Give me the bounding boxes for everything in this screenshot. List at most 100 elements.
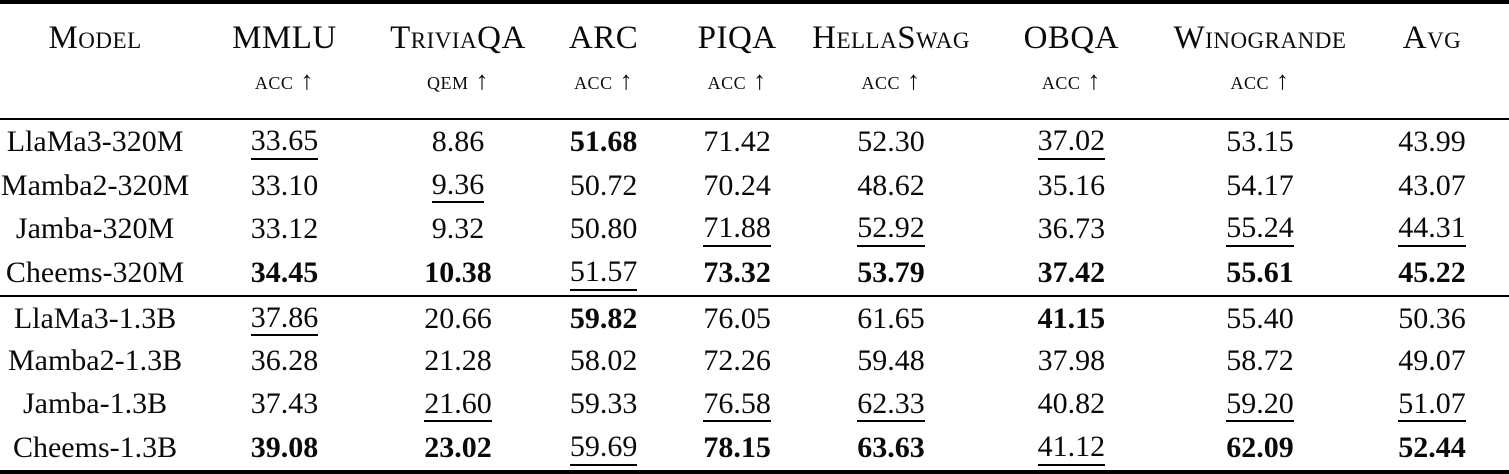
- score-cell: 9.32: [379, 207, 537, 251]
- score-cell: 8.86: [379, 119, 537, 164]
- table-row: Mamba2-320M 33.10 9.36 50.72 70.24 48.62 35.16…: [0, 164, 1509, 208]
- header-mmlu: MMLU: [232, 19, 337, 56]
- score-cell: 58.72: [1165, 340, 1355, 382]
- score-value: 52.30: [857, 124, 925, 158]
- header-metric-row: acc ↑ qem ↑ acc ↑ acc ↑ acc ↑ acc ↑ acc …: [0, 65, 1509, 119]
- score-cell: 51.68: [537, 119, 670, 164]
- score-cell: 58.02: [537, 340, 670, 382]
- score-value: 50.72: [569, 168, 638, 202]
- model-name: LlaMa3-1.3B: [0, 294, 191, 341]
- score-value: 62.33: [857, 387, 925, 423]
- score-value: 54.17: [1226, 168, 1294, 202]
- score-value: 61.65: [857, 301, 925, 335]
- score-cell: 53.79: [804, 251, 978, 296]
- score-value: 10.38: [424, 255, 492, 289]
- score-value: 21.28: [424, 344, 492, 378]
- score-value: 58.02: [569, 344, 638, 378]
- score-value: 45.22: [1398, 255, 1466, 289]
- score-cell: 40.82: [978, 382, 1165, 426]
- header-triviaqa: TriviaQA: [390, 19, 526, 56]
- score-value: 41.12: [1037, 431, 1106, 466]
- score-cell: 43.07: [1355, 164, 1509, 208]
- score-cell: 23.02: [379, 426, 537, 472]
- header-hellaswag: HellaSwag: [812, 19, 970, 56]
- score-value: 44.31: [1398, 212, 1466, 247]
- score-cell: 55.61: [1165, 251, 1355, 296]
- model-name: LlaMa3-320M: [6, 124, 184, 158]
- score-value: 33.65: [250, 125, 319, 160]
- score-cell: 71.88: [670, 207, 804, 251]
- score-value: 78.15: [703, 431, 771, 465]
- score-cell: 53.15: [1165, 119, 1355, 164]
- score-value: 43.99: [1398, 124, 1466, 158]
- score-value: 52.44: [1398, 431, 1466, 465]
- score-cell: 59.48: [804, 340, 978, 382]
- score-value: 36.28: [250, 344, 319, 378]
- score-value: 20.66: [424, 301, 492, 335]
- score-cell: 62.09: [1165, 426, 1355, 472]
- score-value: 59.48: [857, 344, 925, 378]
- metric-mmlu: acc ↑: [254, 66, 314, 95]
- score-value: 53.79: [857, 255, 925, 289]
- score-cell: 59.33: [537, 382, 670, 426]
- header-model: Model: [48, 19, 142, 56]
- score-value: 51.07: [1398, 387, 1466, 423]
- table-row: Cheems-1.3B 39.08 23.02 59.69 78.15 63.63 41.1…: [0, 426, 1509, 472]
- score-value: 39.08: [250, 431, 319, 465]
- score-value: 51.57: [569, 256, 638, 291]
- score-value: 41.15: [1037, 301, 1106, 335]
- score-cell: 55.40: [1164, 294, 1356, 341]
- model-name: Cheems-1.3B: [12, 431, 178, 465]
- score-cell: 62.33: [804, 382, 978, 426]
- score-value: 51.68: [569, 124, 638, 158]
- metric-piqa: acc ↑: [707, 66, 767, 95]
- score-value: 50.36: [1398, 301, 1466, 335]
- score-cell: 9.36: [379, 164, 537, 208]
- score-cell: 54.17: [1165, 164, 1355, 208]
- score-cell: 37.86: [190, 294, 379, 341]
- score-cell: 37.02: [978, 119, 1165, 164]
- score-value: 53.15: [1226, 124, 1294, 158]
- score-cell: 61.65: [804, 294, 978, 341]
- score-value: 59.20: [1226, 387, 1294, 423]
- score-cell: 55.24: [1165, 207, 1355, 251]
- model-name: Jamba-1.3B: [22, 387, 168, 421]
- score-value: 33.12: [250, 212, 319, 246]
- header-piqa: PIQA: [697, 19, 777, 56]
- score-value: 59.82: [569, 301, 638, 335]
- score-value: 71.42: [703, 124, 771, 158]
- score-value: 76.58: [703, 387, 771, 423]
- model-name: Mamba2-320M: [0, 168, 190, 202]
- score-cell: 50.80: [537, 207, 670, 251]
- metric-model: [0, 65, 190, 119]
- metric-obqa: acc ↑: [1041, 66, 1101, 95]
- metric-triviaqa: qem ↑: [426, 66, 489, 95]
- score-cell: 36.28: [190, 340, 379, 382]
- score-cell: 33.65: [190, 119, 379, 164]
- score-cell: 43.99: [1355, 119, 1509, 164]
- score-cell: 59.69: [537, 426, 670, 472]
- score-value: 50.80: [569, 212, 638, 246]
- metric-winogrande: acc ↑: [1230, 66, 1290, 95]
- score-value: 37.86: [250, 302, 319, 337]
- score-cell: 49.07: [1355, 340, 1509, 382]
- score-value: 21.60: [424, 387, 492, 423]
- score-cell: 63.63: [804, 426, 978, 472]
- score-value: 49.07: [1398, 344, 1466, 378]
- metric-avg: [1355, 65, 1509, 119]
- score-value: 9.32: [431, 212, 485, 246]
- header-obqa: OBQA: [1023, 19, 1120, 56]
- score-cell: 71.42: [670, 119, 804, 164]
- table-row: Cheems-320M 34.45 10.38 51.57 73.32 53.79 37.4…: [0, 251, 1509, 296]
- score-cell: 44.31: [1355, 207, 1509, 251]
- table-header: Model MMLU TriviaQA ARC PIQA HellaSwag O…: [0, 2, 1509, 119]
- score-cell: 48.62: [804, 164, 978, 208]
- table-row: Jamba-1.3B 37.43 21.60 59.33 76.58 62.33 40.82…: [0, 382, 1509, 426]
- score-cell: 78.15: [670, 426, 804, 472]
- score-cell: 70.24: [670, 164, 804, 208]
- score-cell: 41.12: [978, 426, 1165, 472]
- score-value: 59.69: [569, 431, 638, 466]
- score-value: 55.24: [1226, 212, 1294, 247]
